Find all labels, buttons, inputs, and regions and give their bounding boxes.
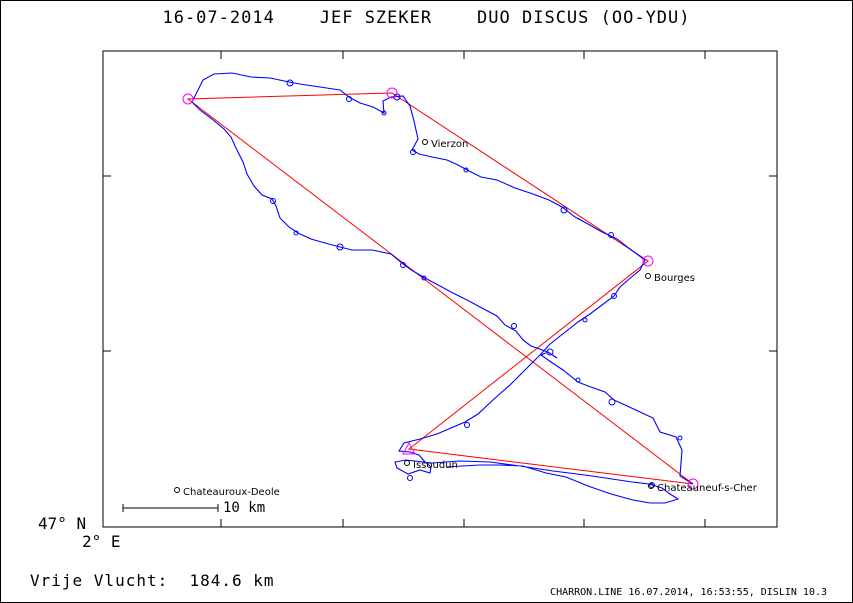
city-dot — [645, 273, 651, 279]
task-route — [186, 92, 694, 485]
city-label: Vierzon — [422, 139, 468, 150]
longitude-label: 2° E — [82, 532, 121, 551]
turnpoint-marker — [687, 478, 699, 490]
city-label: Bourges — [645, 273, 695, 284]
flight-distance: Vrije Vlucht: 184.6 km — [30, 571, 275, 590]
city-dot — [648, 483, 654, 489]
turnpoint-marker — [182, 93, 194, 105]
city-label: Chateauneuf-s-Cher — [648, 483, 757, 494]
turnpoints — [182, 87, 699, 490]
turnpoint-marker — [642, 255, 654, 267]
file-footer: CHARRON.LINE 16.07.2014, 16:53:55, DISLI… — [550, 587, 827, 598]
turnpoint-marker — [386, 87, 398, 99]
scale-bar — [122, 504, 219, 512]
flight-title: 16-07-2014 JEF SZEKER DUO DISCUS (OO-YDU… — [162, 8, 691, 28]
city-label: Chateauroux-Deole — [174, 487, 280, 498]
city-dot — [404, 460, 410, 466]
axis-ticks — [103, 51, 777, 527]
map-border — [102, 50, 778, 528]
city-dot — [174, 487, 180, 493]
scale-bar-label: 10 km — [223, 500, 266, 516]
city-label: Issoudun — [404, 460, 458, 471]
latitude-label: 47° N — [38, 514, 87, 533]
thermal-marks — [270, 79, 683, 488]
start-triangle — [402, 441, 416, 455]
flight-track — [191, 72, 694, 504]
city-dot — [422, 139, 428, 145]
